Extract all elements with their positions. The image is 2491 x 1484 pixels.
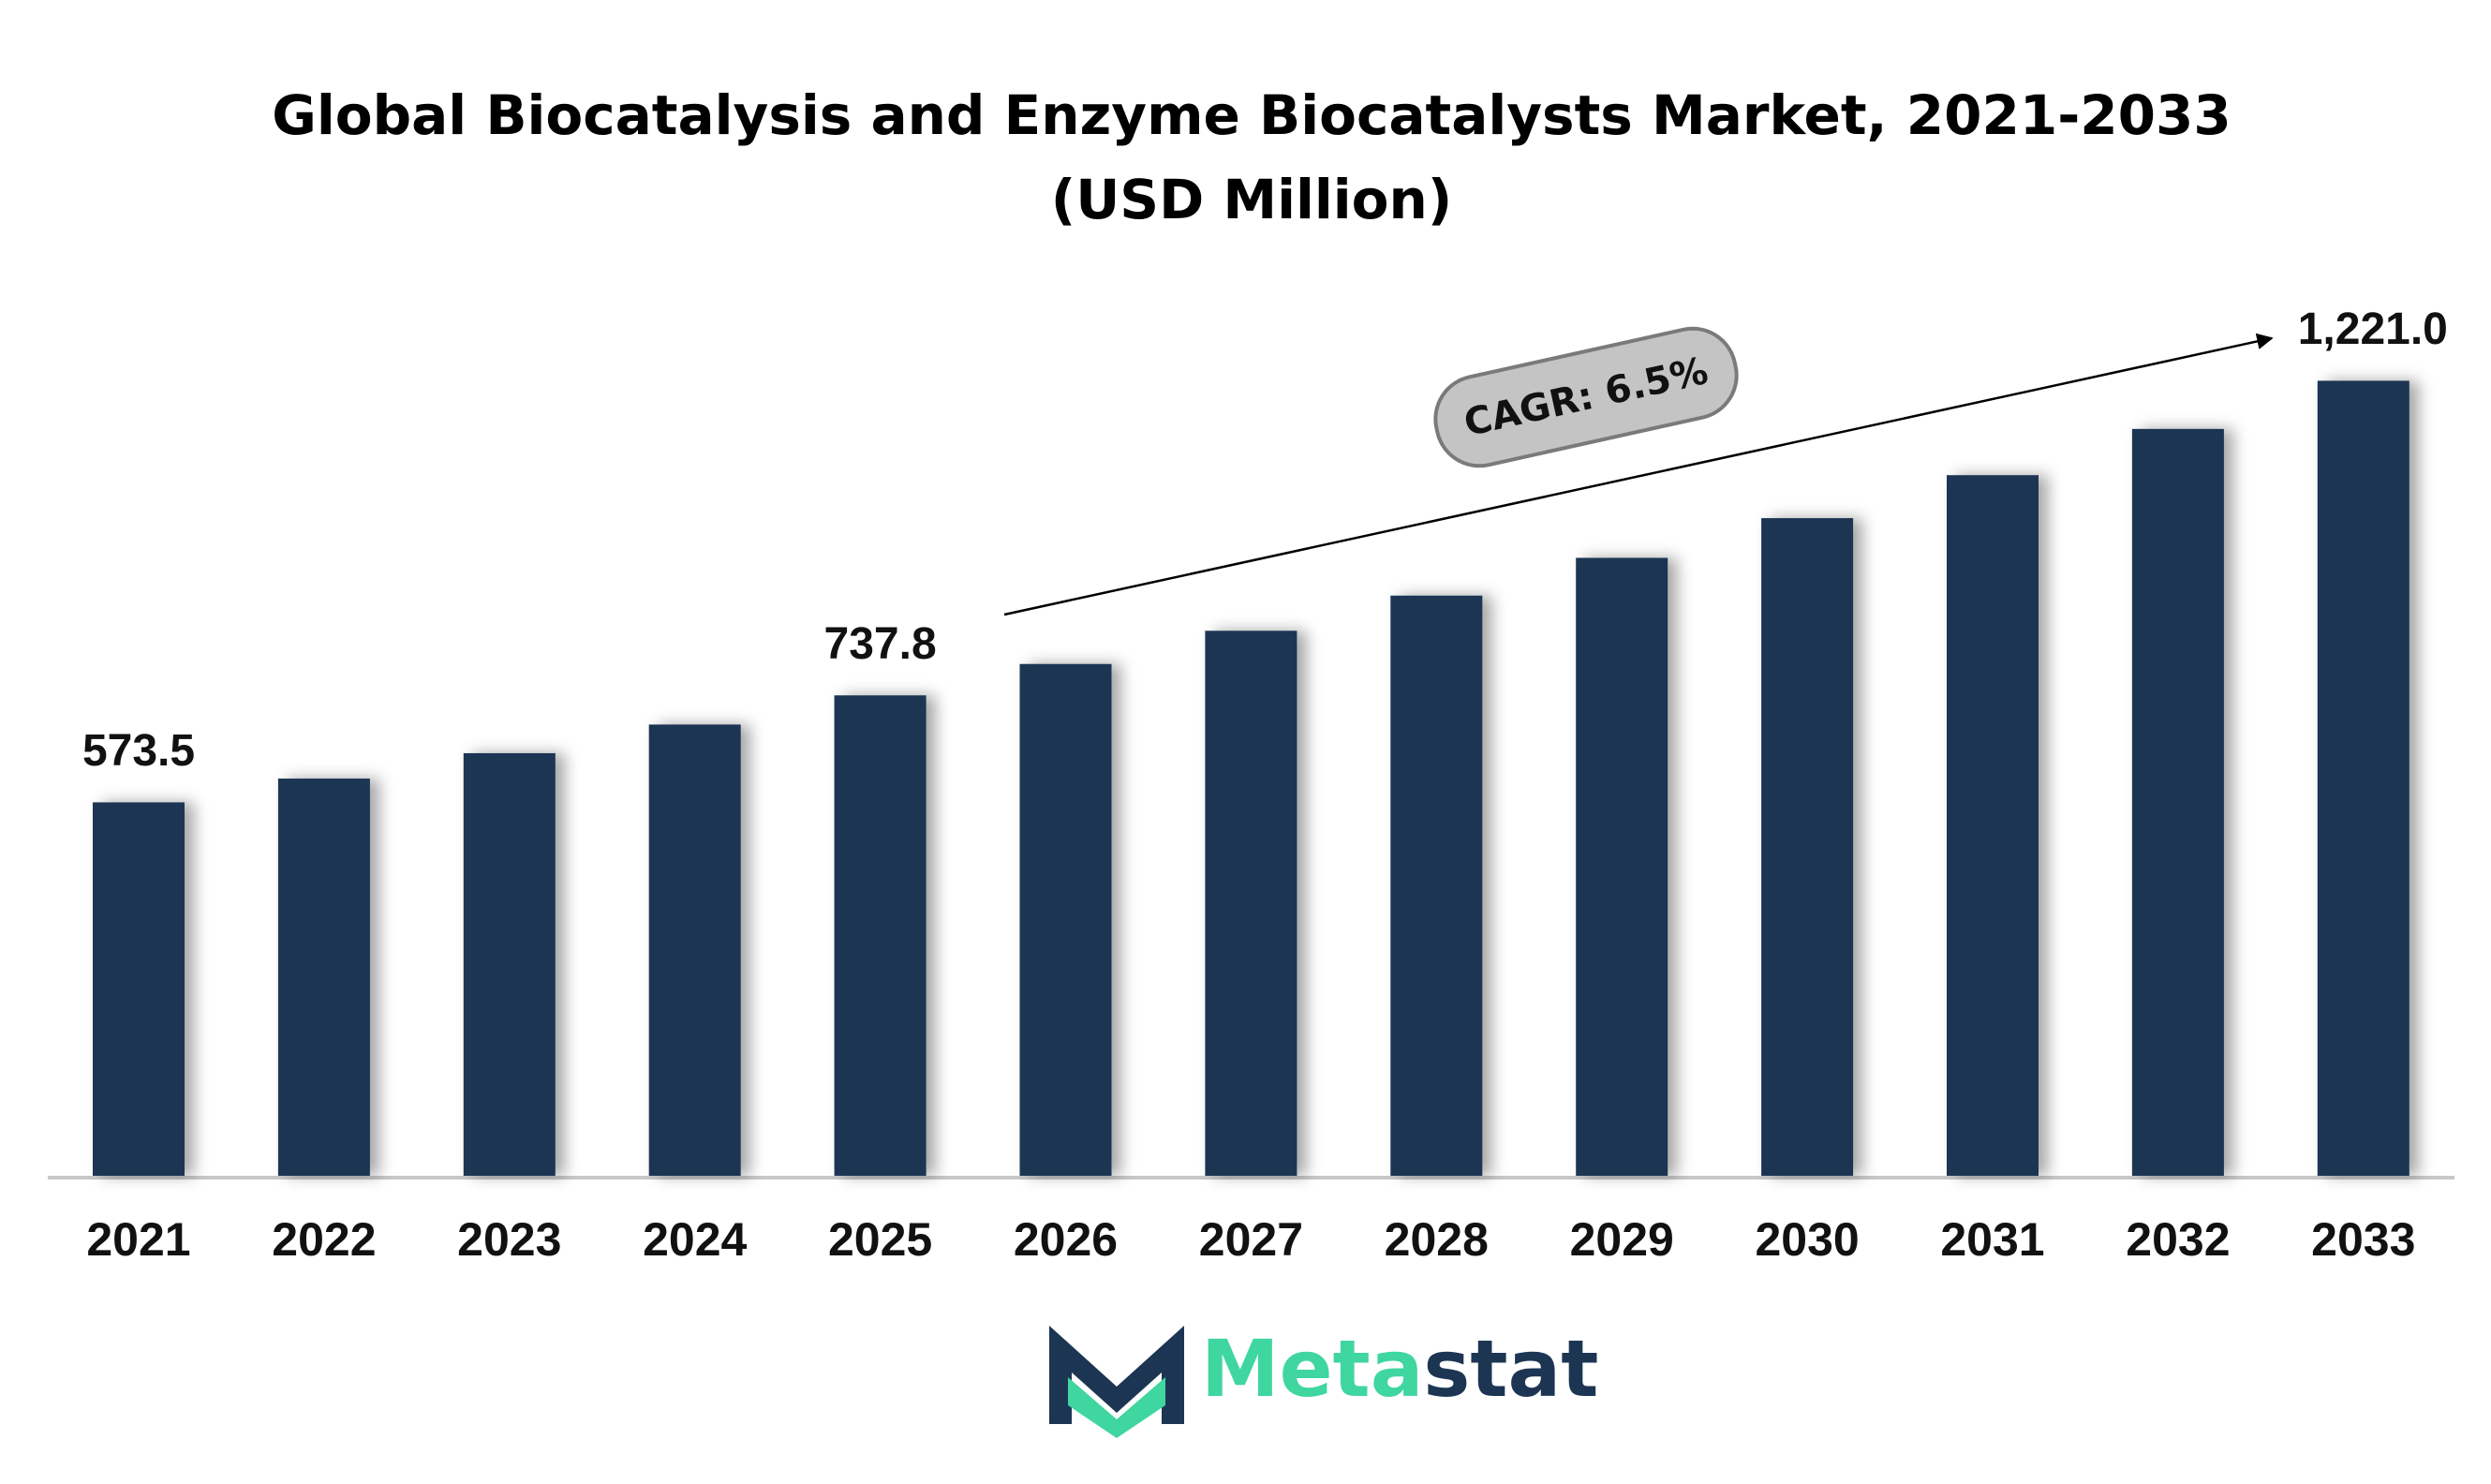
bar <box>93 802 185 1176</box>
bar <box>1576 557 1668 1176</box>
data-label: 573.5 <box>82 726 195 776</box>
x-tick-label: 2030 <box>1755 1213 1859 1266</box>
data-label: 1,221.0 <box>2298 304 2448 354</box>
x-tick-label: 2029 <box>1570 1213 1674 1266</box>
bar <box>1390 595 1483 1176</box>
cagr-badge: CAGR: 6.5% <box>1433 326 1739 468</box>
data-label: 737.8 <box>824 619 937 669</box>
x-tick-label: 2033 <box>2311 1213 2415 1266</box>
bar <box>1947 475 2039 1176</box>
x-tick-label: 2026 <box>1014 1213 1118 1266</box>
x-tick-label: 2031 <box>1940 1213 2044 1266</box>
x-tick-label: 2028 <box>1385 1213 1489 1266</box>
bar <box>463 752 556 1176</box>
cagr-arrow <box>1003 333 2274 616</box>
bar <box>1761 518 1854 1176</box>
chart-title: Global Biocatalysis and Enzyme Biocataly… <box>272 83 2231 147</box>
logo-icon <box>1049 1326 1184 1438</box>
logo-part: Meta <box>1201 1323 1423 1415</box>
cagr-pill <box>1433 326 1739 468</box>
bar <box>834 695 927 1176</box>
bar <box>2317 380 2409 1176</box>
bar <box>277 779 370 1176</box>
x-tick-label: 2032 <box>2126 1213 2230 1266</box>
x-tick-label: 2022 <box>272 1213 376 1266</box>
x-tick-label: 2027 <box>1199 1213 1303 1266</box>
bar <box>1205 631 1297 1176</box>
bar <box>2131 428 2224 1177</box>
logo-part: stat <box>1423 1323 1598 1415</box>
bar <box>1019 663 1112 1176</box>
x-tick-label: 2024 <box>643 1213 747 1266</box>
bar <box>648 724 741 1176</box>
logo-text: Metastat <box>1201 1323 1598 1415</box>
x-tick-label: 2021 <box>86 1213 190 1266</box>
x-tick-label: 2023 <box>457 1213 561 1266</box>
x-tick-label: 2025 <box>828 1213 932 1266</box>
chart-subtitle: (USD Million) <box>1051 168 1453 231</box>
